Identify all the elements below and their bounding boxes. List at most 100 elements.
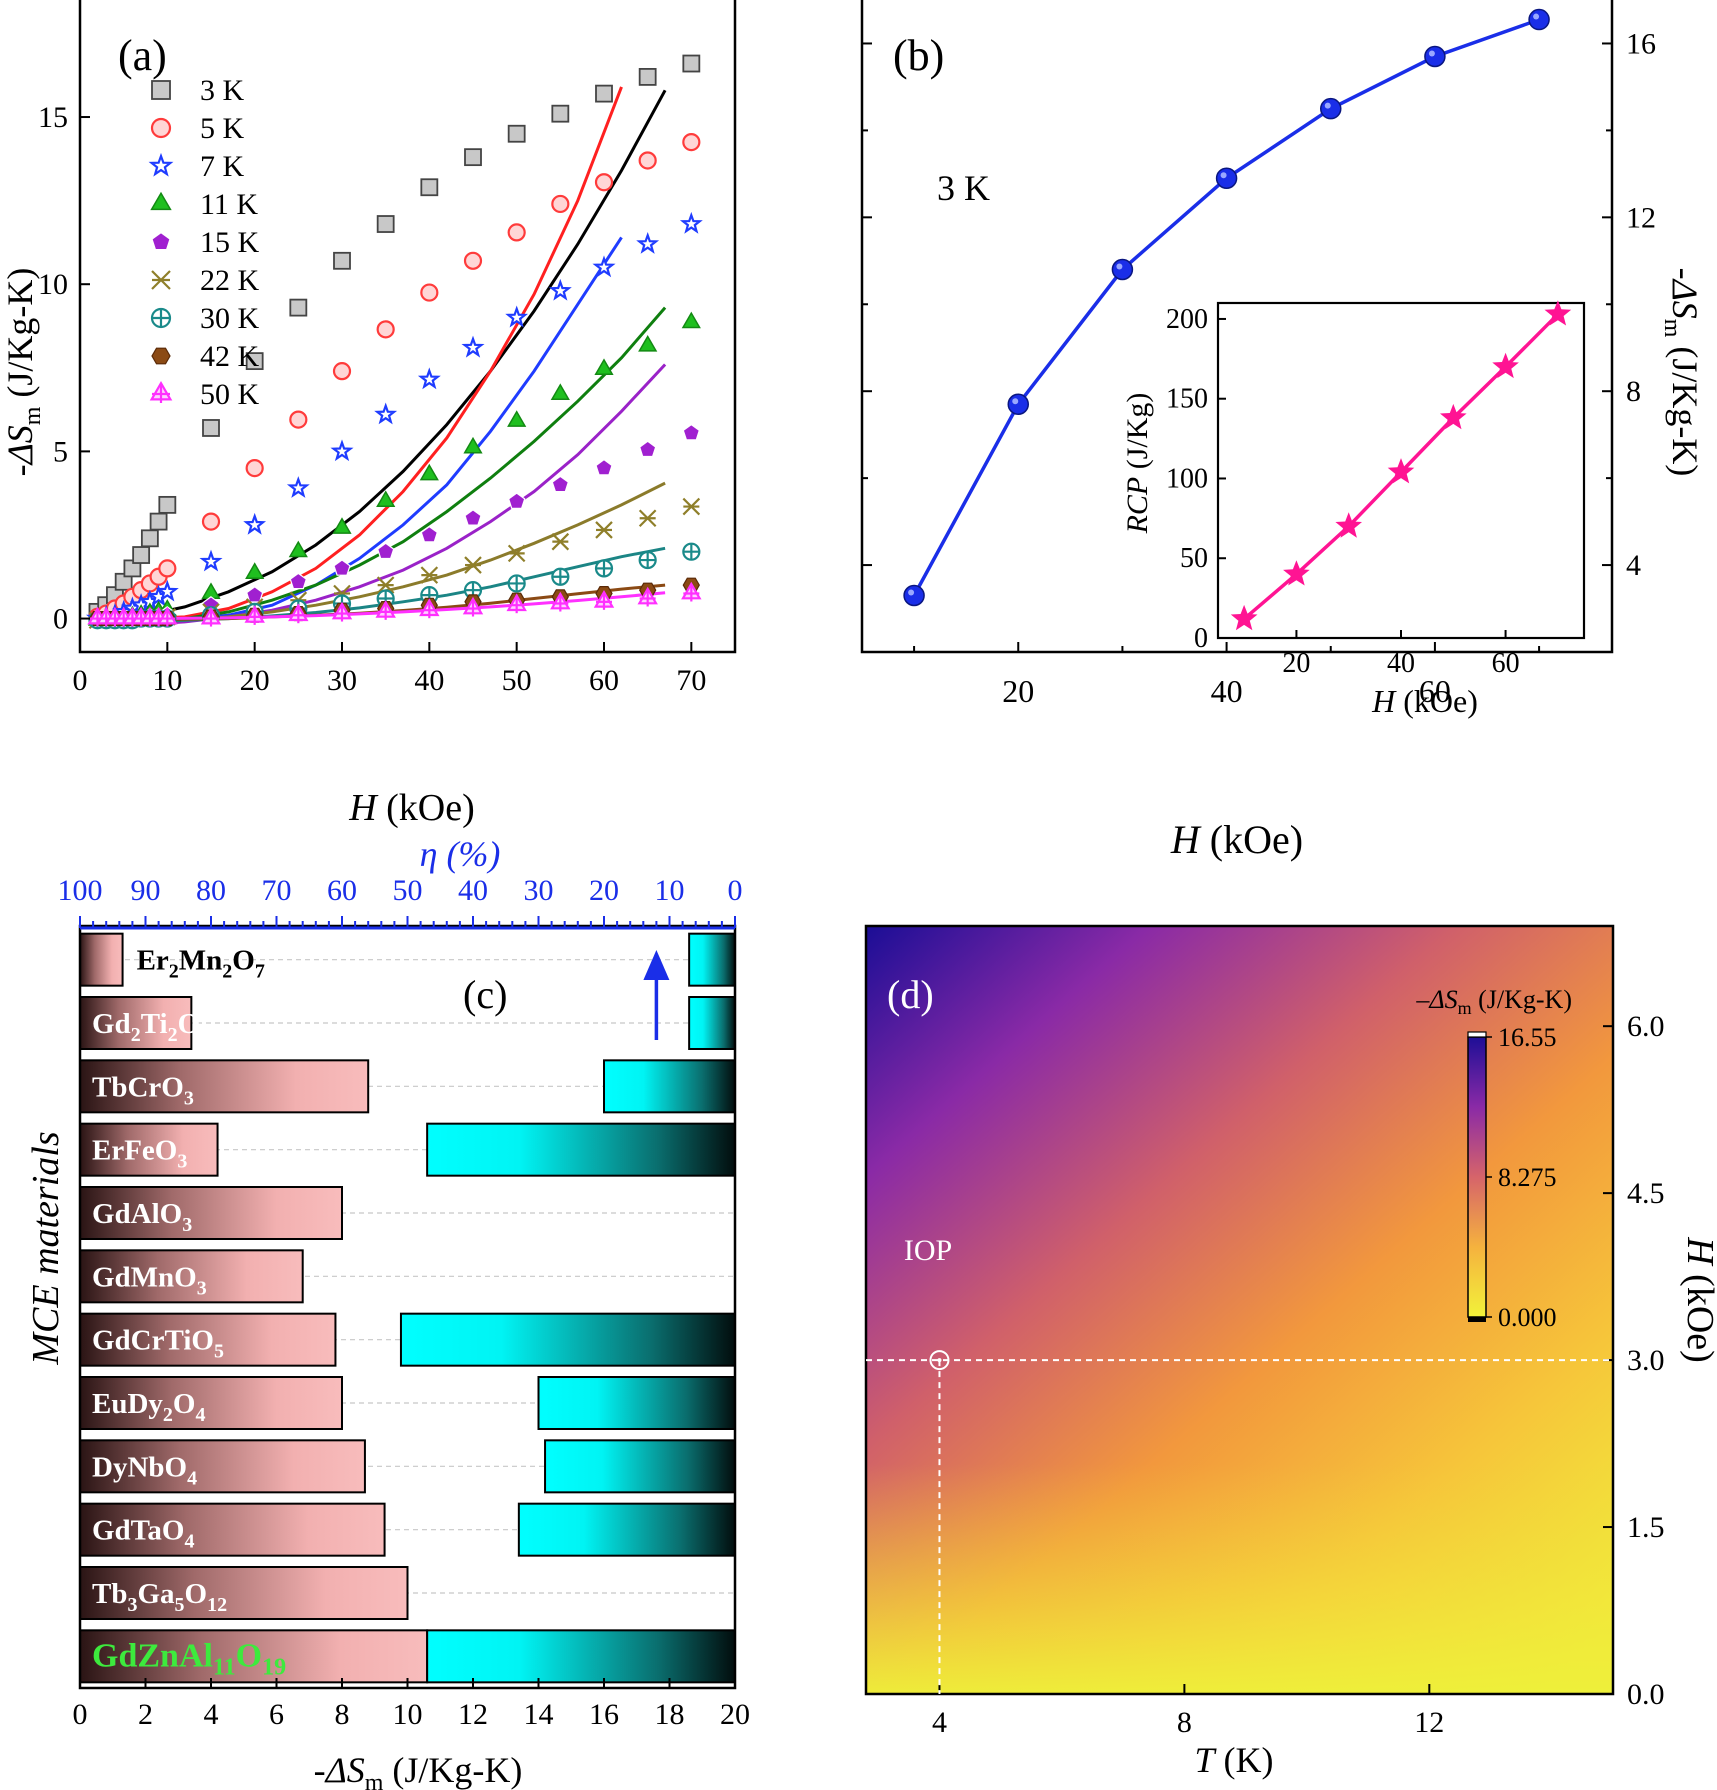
entropy-bar	[79, 1439, 366, 1494]
entropy-bar	[79, 1312, 337, 1367]
entropy-bar	[79, 1249, 304, 1304]
label-text: Er	[137, 945, 169, 977]
x-tick-label: 4	[932, 1706, 947, 1739]
data-point-7K	[374, 402, 398, 425]
legend-label: 7 K	[200, 150, 245, 183]
data-point-3K	[376, 215, 395, 233]
data-point-7K	[417, 367, 441, 390]
data-point-3K	[420, 178, 439, 197]
fit-curve-3K	[97, 89, 667, 621]
inset-y-tick-label: 150	[1166, 384, 1208, 415]
x-tick-label: 16	[589, 1698, 619, 1731]
efficiency-bar	[426, 1629, 736, 1684]
point-highlight	[908, 589, 915, 596]
data-point-15K	[507, 492, 526, 509]
entropy-bar	[79, 1566, 409, 1620]
x-tick-label: 6	[269, 1698, 284, 1731]
data-point-50K	[506, 593, 527, 614]
legend-marker	[150, 117, 172, 139]
top-axis-tick-label: 0	[728, 874, 743, 907]
top-axis-tick-label: 20	[589, 874, 619, 907]
material-label: DyNbO4	[92, 1451, 197, 1489]
colorbar-scale	[1467, 1036, 1487, 1318]
colorbar-tick-label: 16.55	[1498, 1023, 1557, 1052]
data-point-50K	[593, 589, 615, 610]
x-tick-label: 12	[458, 1698, 488, 1731]
label-subscript: 3	[182, 1214, 192, 1236]
inset-data-point	[1387, 458, 1415, 484]
efficiency-bar	[603, 1059, 736, 1114]
bars: Er2Mn2O7Gd2Ti2O7TbCrO3ErFeO3GdAlO3GdMnO3…	[79, 932, 737, 1684]
label-subscript: 7	[200, 1024, 210, 1046]
data-point-50K	[550, 591, 571, 612]
x-axis-label: H (kOe)	[1170, 817, 1303, 862]
data-point-15K	[333, 559, 351, 576]
entropy-bar	[79, 996, 193, 1050]
data-point-11K	[681, 311, 701, 329]
material-label: GdAlO3	[92, 1198, 192, 1236]
data-point-11K	[638, 334, 658, 352]
label-text: O	[236, 1637, 262, 1674]
iop-point-center	[937, 1358, 942, 1363]
data-point-7K	[199, 549, 223, 572]
material-label: TbCrO3	[92, 1071, 194, 1109]
x-tick-label: 70	[676, 664, 706, 697]
legend-marker	[150, 307, 172, 329]
series	[903, 8, 1550, 607]
data-point-50K	[157, 606, 178, 627]
inset-data-point	[1283, 560, 1310, 586]
x-tick-label: 10	[152, 664, 182, 697]
point-highlight	[1116, 263, 1123, 270]
data-point-22K	[595, 521, 613, 539]
data-point-3K	[202, 419, 220, 437]
material-label: EuDy2O4	[92, 1388, 205, 1426]
material-label: Gd2Ti2O7	[92, 1008, 210, 1046]
inset-data-point	[1440, 403, 1467, 430]
label-subscript: 2	[131, 1024, 141, 1046]
label-text: TbCrO	[92, 1071, 184, 1103]
legend-marker	[149, 381, 173, 403]
entropy-bar	[79, 1186, 343, 1240]
legend-marker	[148, 152, 174, 177]
efficiency-bar	[688, 932, 737, 987]
data-point-50K	[375, 600, 396, 620]
y-tick-label: 15	[38, 101, 68, 134]
fit-curve-7K	[97, 236, 623, 621]
data-point-3K	[682, 54, 701, 73]
data-point-11K	[419, 463, 439, 481]
legend-marker	[151, 80, 171, 100]
data-point-5K	[376, 320, 395, 339]
label-text: Tb	[92, 1578, 127, 1610]
plot-frame	[864, 924, 1615, 1696]
data-point-3K	[132, 546, 151, 564]
data-point-3K	[289, 298, 308, 317]
x-tick-label: 2	[138, 1698, 153, 1731]
data-point-5K	[332, 362, 352, 381]
x-axis-label: T (K)	[1194, 1740, 1273, 1780]
data-point-50K	[637, 586, 658, 607]
y-axis-label: -ΔSm (J/Kg-K)	[0, 268, 46, 477]
data-point-5K	[682, 133, 701, 152]
data-point-3K	[140, 529, 159, 548]
colorbar-title: –ΔSm (J/Kg-K)	[1415, 985, 1572, 1018]
y-tick-label: 6.0	[1627, 1010, 1665, 1043]
y-tick-label: 0.0	[1627, 1678, 1665, 1711]
inset-x-tick-label: 40	[1387, 648, 1415, 679]
data-point-5K	[551, 194, 570, 214]
data-point-30K	[551, 567, 570, 586]
label-subscript: 3	[197, 1277, 207, 1299]
label-subscript: 3	[184, 1087, 194, 1109]
x-tick-label: 50	[502, 664, 532, 697]
efficiency-bar	[399, 1312, 736, 1367]
panel-d: 4 8 120.01.53.04.56.0 (d) 16.558.2750.000 …	[864, 924, 1717, 1780]
legend-label: 15 K	[200, 226, 260, 259]
inset-y-tick-label: 200	[1166, 304, 1208, 335]
temperature-annotation: 3 K	[937, 168, 990, 208]
data-point-3K	[507, 124, 526, 143]
label-text: O	[232, 945, 255, 977]
material-label: GdCrTiO5	[92, 1325, 224, 1363]
data-point-7K	[548, 278, 572, 301]
